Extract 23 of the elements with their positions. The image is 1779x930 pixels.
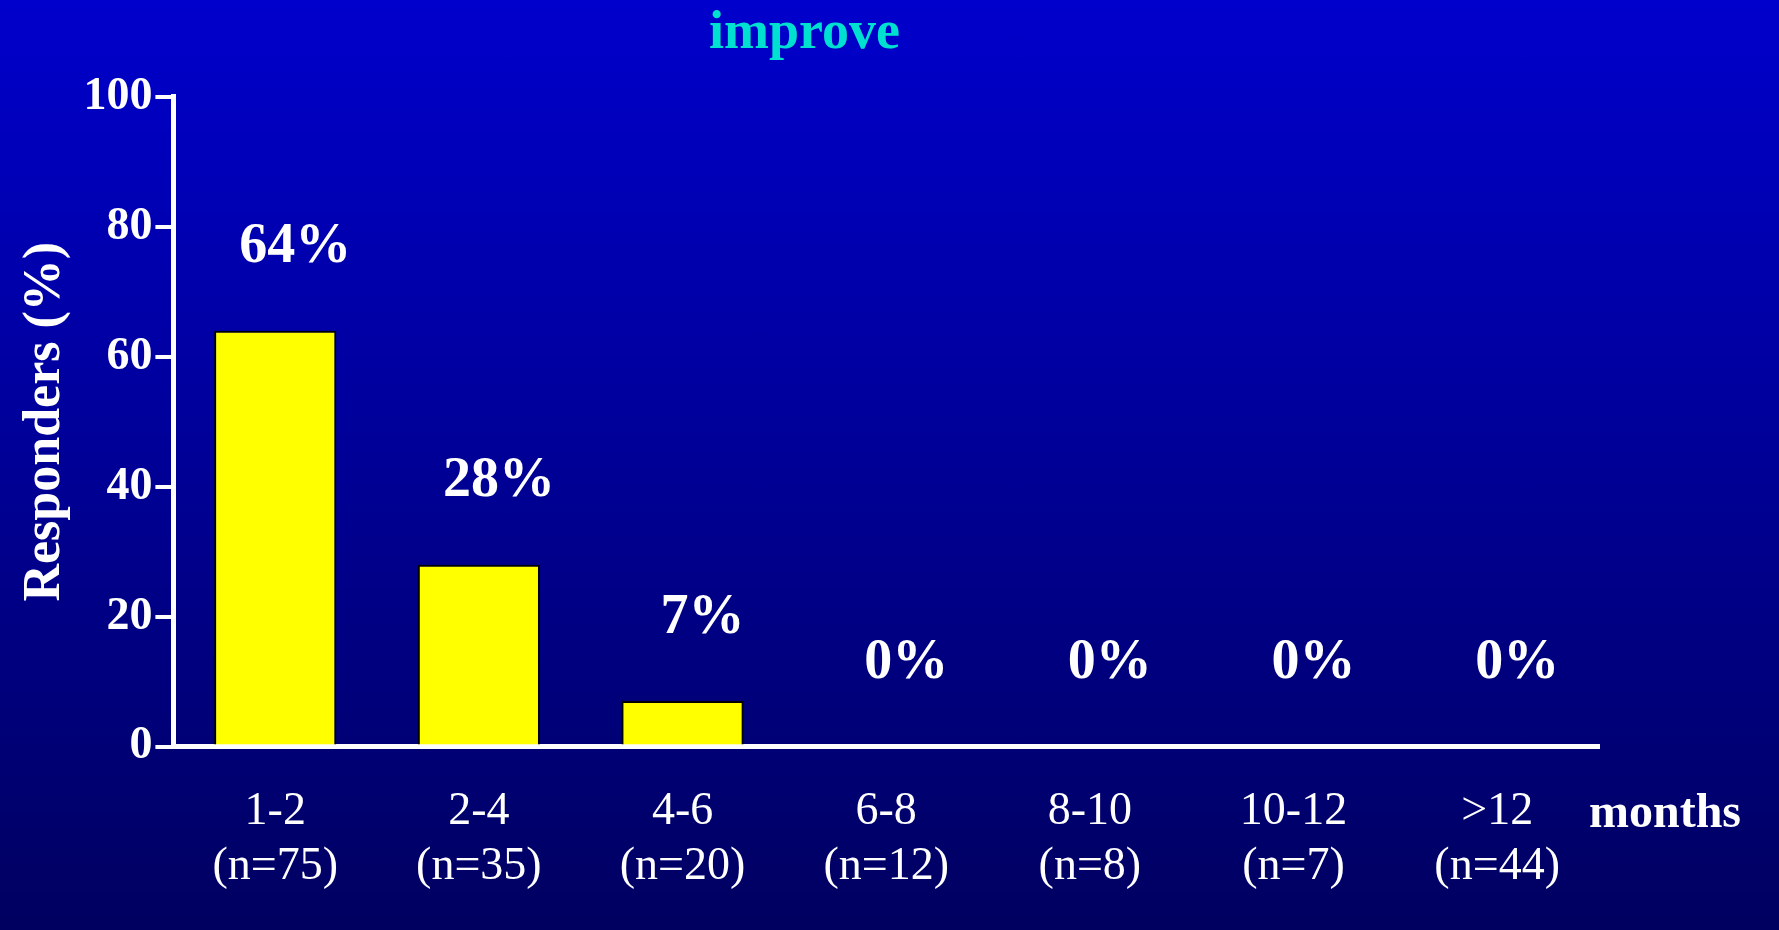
x-tick-label: 4-6 (n=20) <box>619 783 746 890</box>
y-tick-label: 40 <box>106 457 153 509</box>
data-label: 0% <box>1475 628 1560 691</box>
data-label: 0% <box>1271 628 1356 691</box>
y-tick-label: 80 <box>106 197 153 249</box>
data-label: 64% <box>239 212 352 275</box>
x-tick-label: 1-2 (n=75) <box>212 783 339 890</box>
x-tick-label: 6-8 (n=12) <box>823 783 949 890</box>
y-tick-label: 0 <box>129 717 153 769</box>
data-label: 28% <box>442 446 555 509</box>
data-label: 0% <box>1067 628 1152 691</box>
data-label: 0% <box>864 628 949 691</box>
y-axis-title: Responders (%) <box>12 241 71 602</box>
x-tick-label: 8-10 (n=8) <box>1038 783 1142 890</box>
y-tick-label: 20 <box>106 587 153 639</box>
x-tick-label: 2-4 (n=35) <box>416 783 542 890</box>
chart-title: improve <box>709 0 900 61</box>
x-axis-title: months <box>1589 783 1742 837</box>
data-label: 7% <box>660 582 745 645</box>
y-tick-label: 100 <box>83 67 153 119</box>
x-tick-label: 10-12 (n=7) <box>1239 783 1348 890</box>
y-tick-label: 60 <box>106 327 153 379</box>
x-tick-label: >12 (n=44) <box>1434 783 1560 890</box>
